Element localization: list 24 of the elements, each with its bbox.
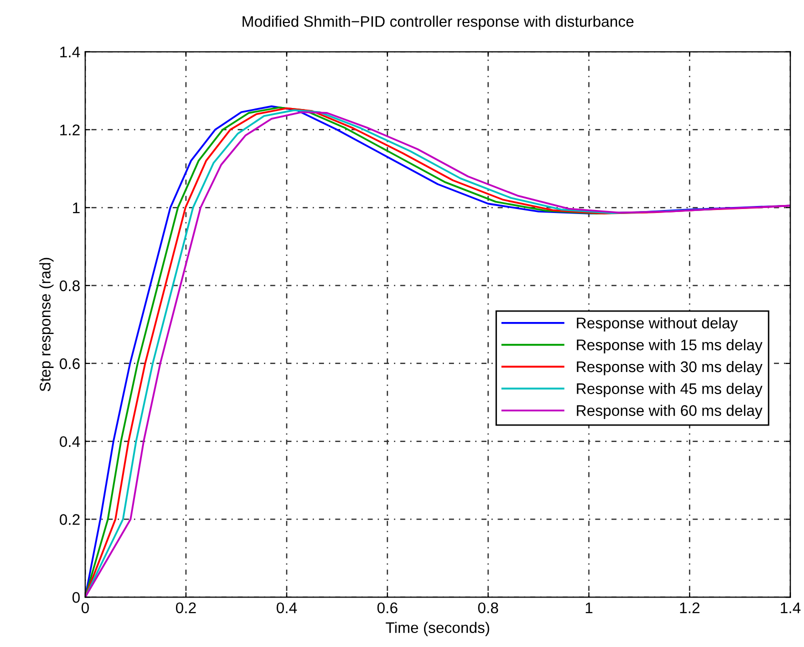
x-tick-label: 0	[82, 602, 89, 614]
legend-label: Response with 60 ms delay	[576, 404, 762, 419]
y-tick-label: 1.2	[60, 124, 80, 136]
y-tick-label: 0.2	[60, 514, 80, 525]
x-tick-label: 0.8	[478, 602, 498, 614]
y-tick-label: 0.8	[60, 280, 80, 292]
legend-label: Response with 45 ms delay	[576, 382, 762, 398]
legend-label: Response with 15 ms delay	[576, 339, 762, 354]
x-tick-label: 1.2	[680, 602, 700, 614]
chart-title: Modified Shmith−PID controller response with disturbance	[242, 16, 634, 30]
x-tick-label: 1.4	[780, 602, 801, 614]
x-tick-label: 0.2	[176, 602, 196, 614]
x-tick-label: 1	[586, 602, 592, 614]
x-tick-label: 0.6	[377, 602, 398, 614]
y-tick-label: 1.4	[60, 46, 80, 58]
x-tick-label: 0.4	[276, 602, 297, 614]
y-tick-label: 0.4	[60, 436, 80, 448]
y-axis-title: Step response (rad)	[39, 258, 54, 392]
legend-label: Response with 30 ms delay	[576, 360, 762, 376]
x-axis-title: Time (seconds)	[386, 622, 490, 636]
y-tick-label: 0	[72, 592, 80, 603]
y-tick-label: 1	[73, 202, 80, 214]
legend-label: Response without delay	[576, 317, 738, 332]
y-tick-label: 0.6	[60, 358, 80, 370]
